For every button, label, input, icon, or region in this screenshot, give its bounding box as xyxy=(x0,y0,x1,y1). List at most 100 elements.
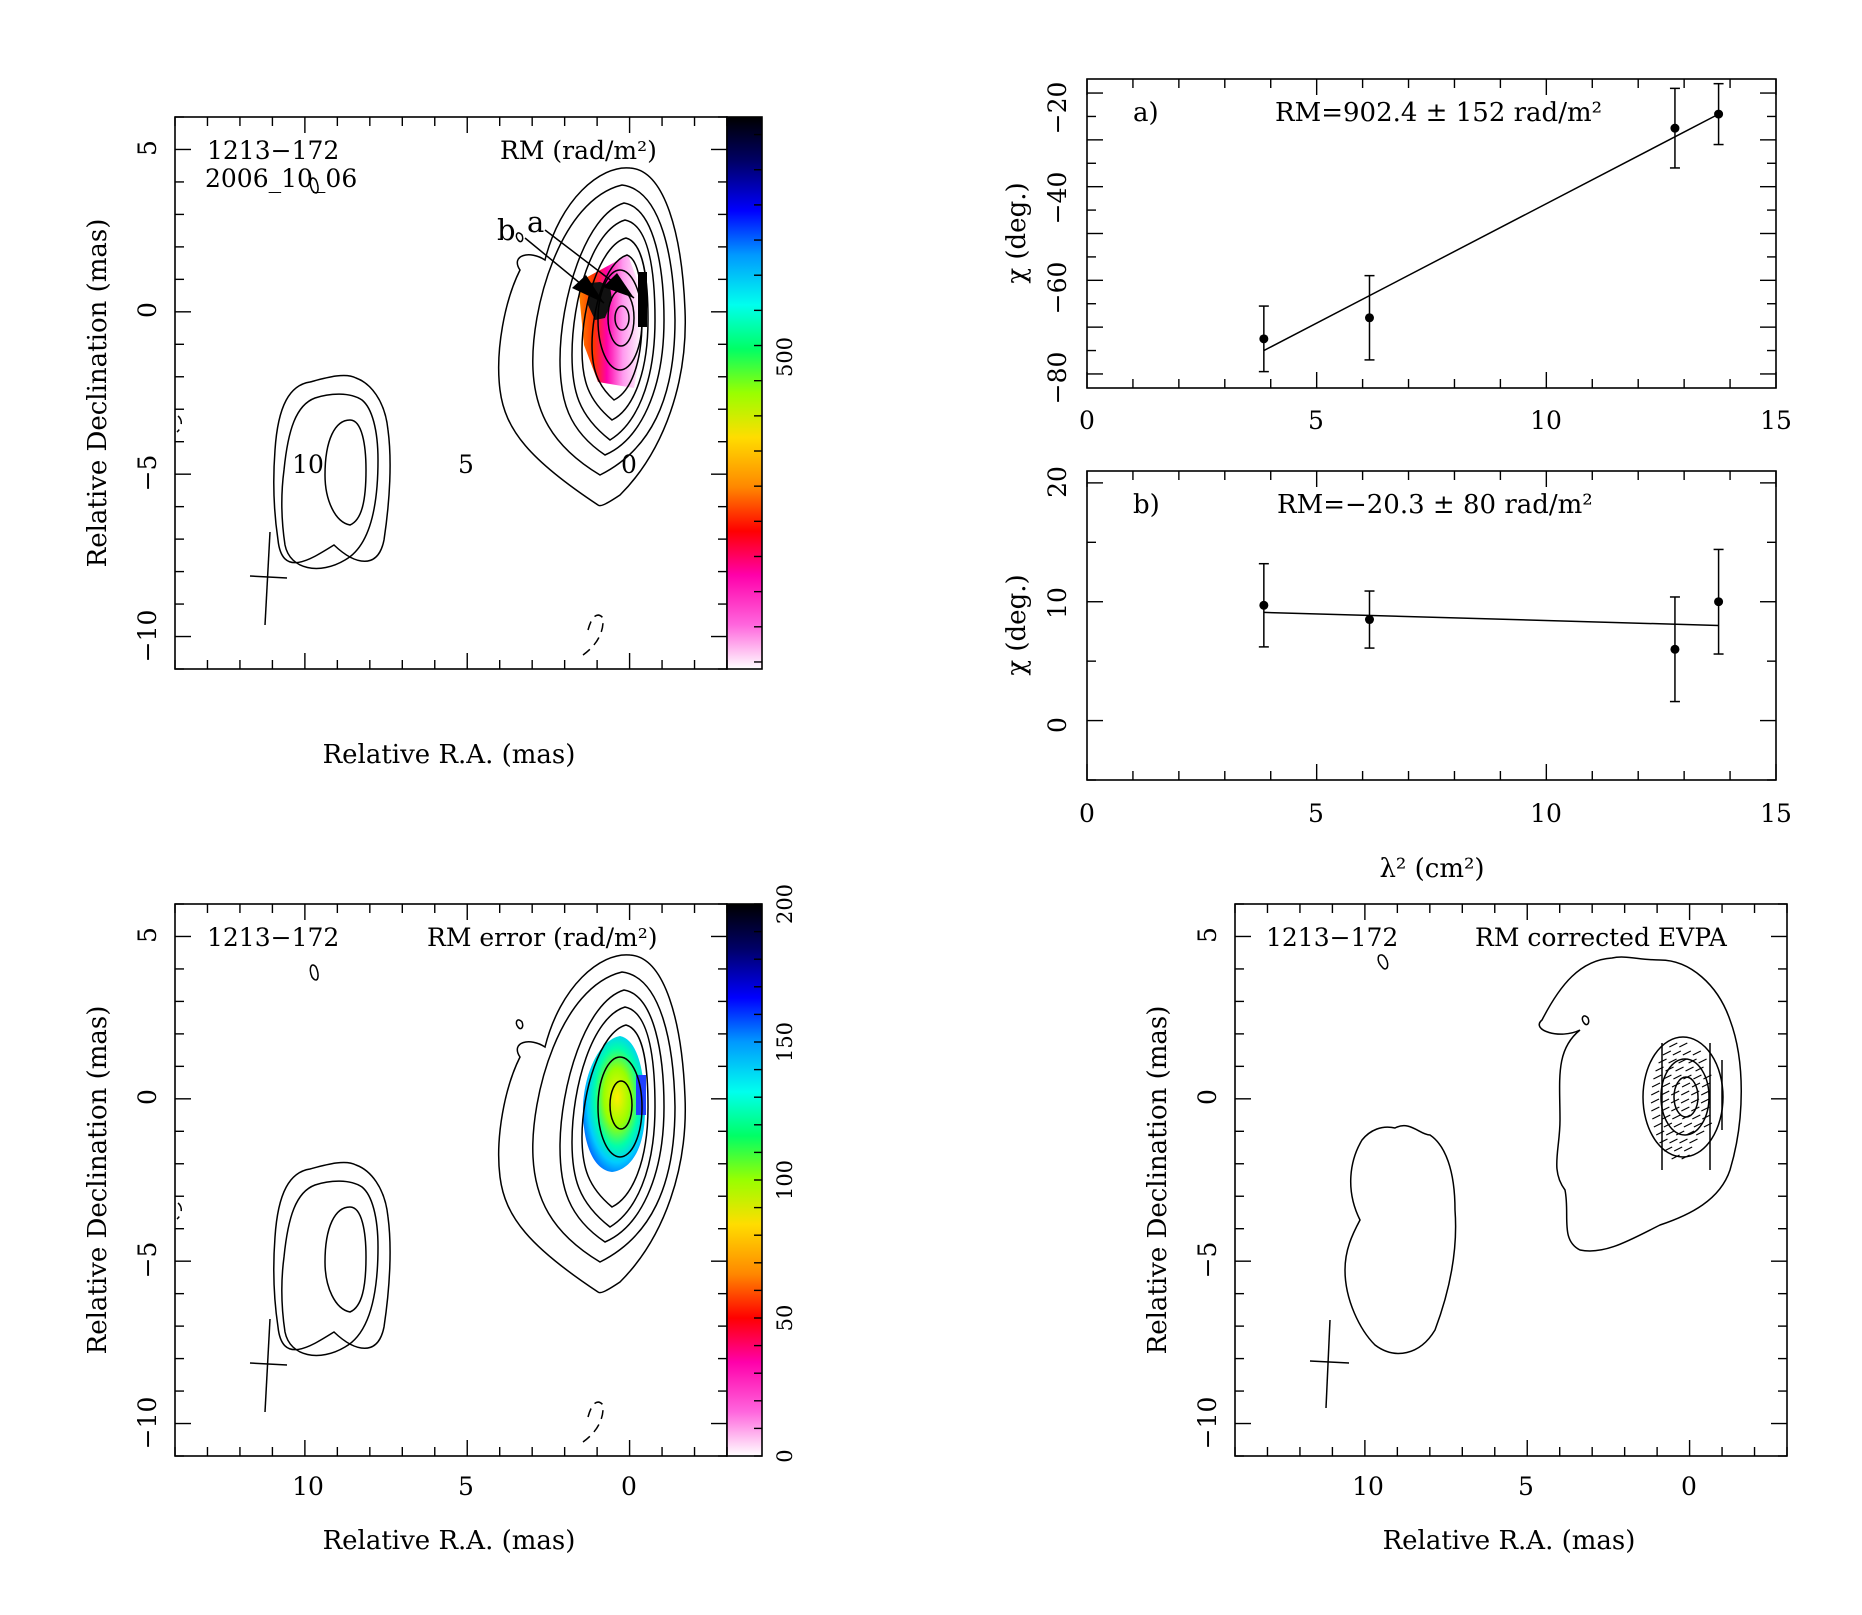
contour xyxy=(581,1024,649,1208)
contour xyxy=(281,1180,379,1357)
evpa-vector xyxy=(1669,1042,1678,1048)
beam-minor-axis xyxy=(1309,1360,1350,1364)
evpa-vector xyxy=(1670,1098,1680,1104)
rm-map-ylabel: Relative Declination (mas) xyxy=(83,219,113,568)
contour xyxy=(559,202,665,456)
plot-b-x-tick: 15 xyxy=(1760,799,1792,828)
evpa-vector xyxy=(1692,1050,1702,1056)
contour xyxy=(1538,956,1742,1252)
rm-error-y-tick: −10 xyxy=(133,1397,162,1450)
evpa-vector xyxy=(1663,1146,1673,1152)
evpa-vectors xyxy=(1650,1042,1713,1160)
evpa-vector xyxy=(1688,1058,1697,1064)
negative-contour xyxy=(582,1401,604,1443)
evpa-vector xyxy=(1701,1082,1711,1088)
contour xyxy=(273,1161,391,1351)
evpa-vector xyxy=(1671,1154,1680,1160)
plot-a-ylabel: χ (deg.) xyxy=(1002,182,1032,283)
evpa-vector xyxy=(1681,1106,1690,1112)
evpa-vector xyxy=(1659,1138,1668,1144)
plot-b-x-tick: 0 xyxy=(1079,799,1095,828)
evpa-vector xyxy=(1671,1106,1680,1112)
rm-error-colorbar-ticks xyxy=(754,903,762,1457)
plot-b-xlabel: λ² (cm²) xyxy=(1379,854,1484,884)
contour xyxy=(571,219,656,441)
plot-a-ticks xyxy=(1086,79,1777,388)
rm-error-y-tick: 0 xyxy=(133,1089,162,1105)
rm-map-emission xyxy=(176,167,687,656)
data-point xyxy=(1259,334,1269,344)
plot-b-ylabel: χ (deg.) xyxy=(1002,574,1032,675)
data-point xyxy=(1364,615,1374,625)
contour xyxy=(532,971,676,1263)
fit-line xyxy=(1263,611,1719,627)
contour xyxy=(597,1056,643,1158)
evpa-vector xyxy=(1668,1058,1677,1064)
evpa-vector xyxy=(1672,1114,1681,1120)
evpa-vector xyxy=(1695,1130,1705,1136)
evpa-vector xyxy=(1660,1090,1670,1096)
contour xyxy=(273,374,391,564)
evpa-y-tick: −5 xyxy=(1193,1242,1222,1279)
evpa-title: RM corrected EVPA xyxy=(1475,923,1728,952)
rm-error-xlabel: Relative R.A. (mas) xyxy=(323,1526,576,1556)
err-cbar-tick: 0 xyxy=(773,1449,797,1462)
rm-map-y-tick: −5 xyxy=(133,455,162,492)
evpa-vector xyxy=(1679,1042,1688,1048)
evpa-vector xyxy=(1661,1082,1671,1088)
rm-map-xlabel: Relative R.A. (mas) xyxy=(323,740,576,770)
plot-a-y-tick: −40 xyxy=(1043,172,1072,225)
contour xyxy=(1344,1124,1457,1355)
plot-a-label: a) xyxy=(1133,98,1159,128)
evpa-vector xyxy=(1655,1130,1665,1136)
evpa-y-tick: 0 xyxy=(1193,1089,1222,1105)
evpa-vector xyxy=(1670,1090,1680,1096)
evpa-vector xyxy=(1693,1122,1703,1128)
evpa-vector xyxy=(1665,1066,1674,1072)
evpa-vector xyxy=(1671,1082,1681,1088)
contour xyxy=(1377,954,1389,970)
beam-minor-axis xyxy=(249,575,288,579)
rm-error-map-ticks xyxy=(174,903,728,1457)
rm-map-epoch-label: 2006_10_06 xyxy=(205,164,357,193)
evpa-vector xyxy=(1658,1058,1667,1064)
evpa-y-tick: 5 xyxy=(1193,927,1222,943)
rm-map-panel: 0 500 10 5 0 5 0 −5 −10 Relative R.A. (m… xyxy=(83,116,797,770)
contour xyxy=(309,964,319,981)
plot-b-y-tick: 10 xyxy=(1043,587,1072,619)
plot-b-ticks xyxy=(1086,471,1777,781)
rm-high-region xyxy=(638,272,647,327)
contour xyxy=(1673,1076,1699,1118)
data-point xyxy=(1670,123,1680,133)
rm-error-x-tick: 10 xyxy=(292,1472,324,1501)
contour xyxy=(581,237,649,421)
contour xyxy=(559,989,665,1243)
contour xyxy=(497,167,687,507)
rm-map-x-tick: 5 xyxy=(458,450,474,479)
fit-line xyxy=(1263,113,1719,352)
evpa-map-ticks xyxy=(1234,903,1788,1457)
evpa-vector xyxy=(1700,1098,1710,1104)
evpa-vector xyxy=(1650,1090,1660,1096)
evpa-map-panel: 10 5 0 5 0 −5 −10 Relative R.A. (mas) Re… xyxy=(1143,903,1788,1556)
evpa-vector xyxy=(1653,1074,1662,1080)
rm-colorbar xyxy=(727,117,762,669)
rm-map-ticks xyxy=(174,116,728,670)
rm-map-x-tick: 10 xyxy=(292,450,324,479)
evpa-vector xyxy=(1660,1098,1670,1104)
evpa-vector xyxy=(1673,1074,1682,1080)
evpa-vector xyxy=(1700,1090,1710,1096)
contour xyxy=(532,184,676,476)
plot-b-annotation: RM=−20.3 ± 80 rad/m² xyxy=(1277,490,1593,520)
evpa-vector xyxy=(1702,1114,1711,1120)
rm-map-annotation-b: b xyxy=(497,213,516,247)
evpa-vector xyxy=(1681,1154,1690,1160)
plot-b-y-tick: 20 xyxy=(1043,466,1072,498)
plot-a-y-tick: −20 xyxy=(1043,82,1072,135)
evpa-vector xyxy=(1673,1122,1683,1128)
plot-b-frame xyxy=(1086,470,1777,781)
evpa-vector xyxy=(1680,1090,1690,1096)
rm-map-y-tick: 5 xyxy=(133,140,162,156)
evpa-vector xyxy=(1683,1074,1692,1080)
contour xyxy=(324,419,367,526)
